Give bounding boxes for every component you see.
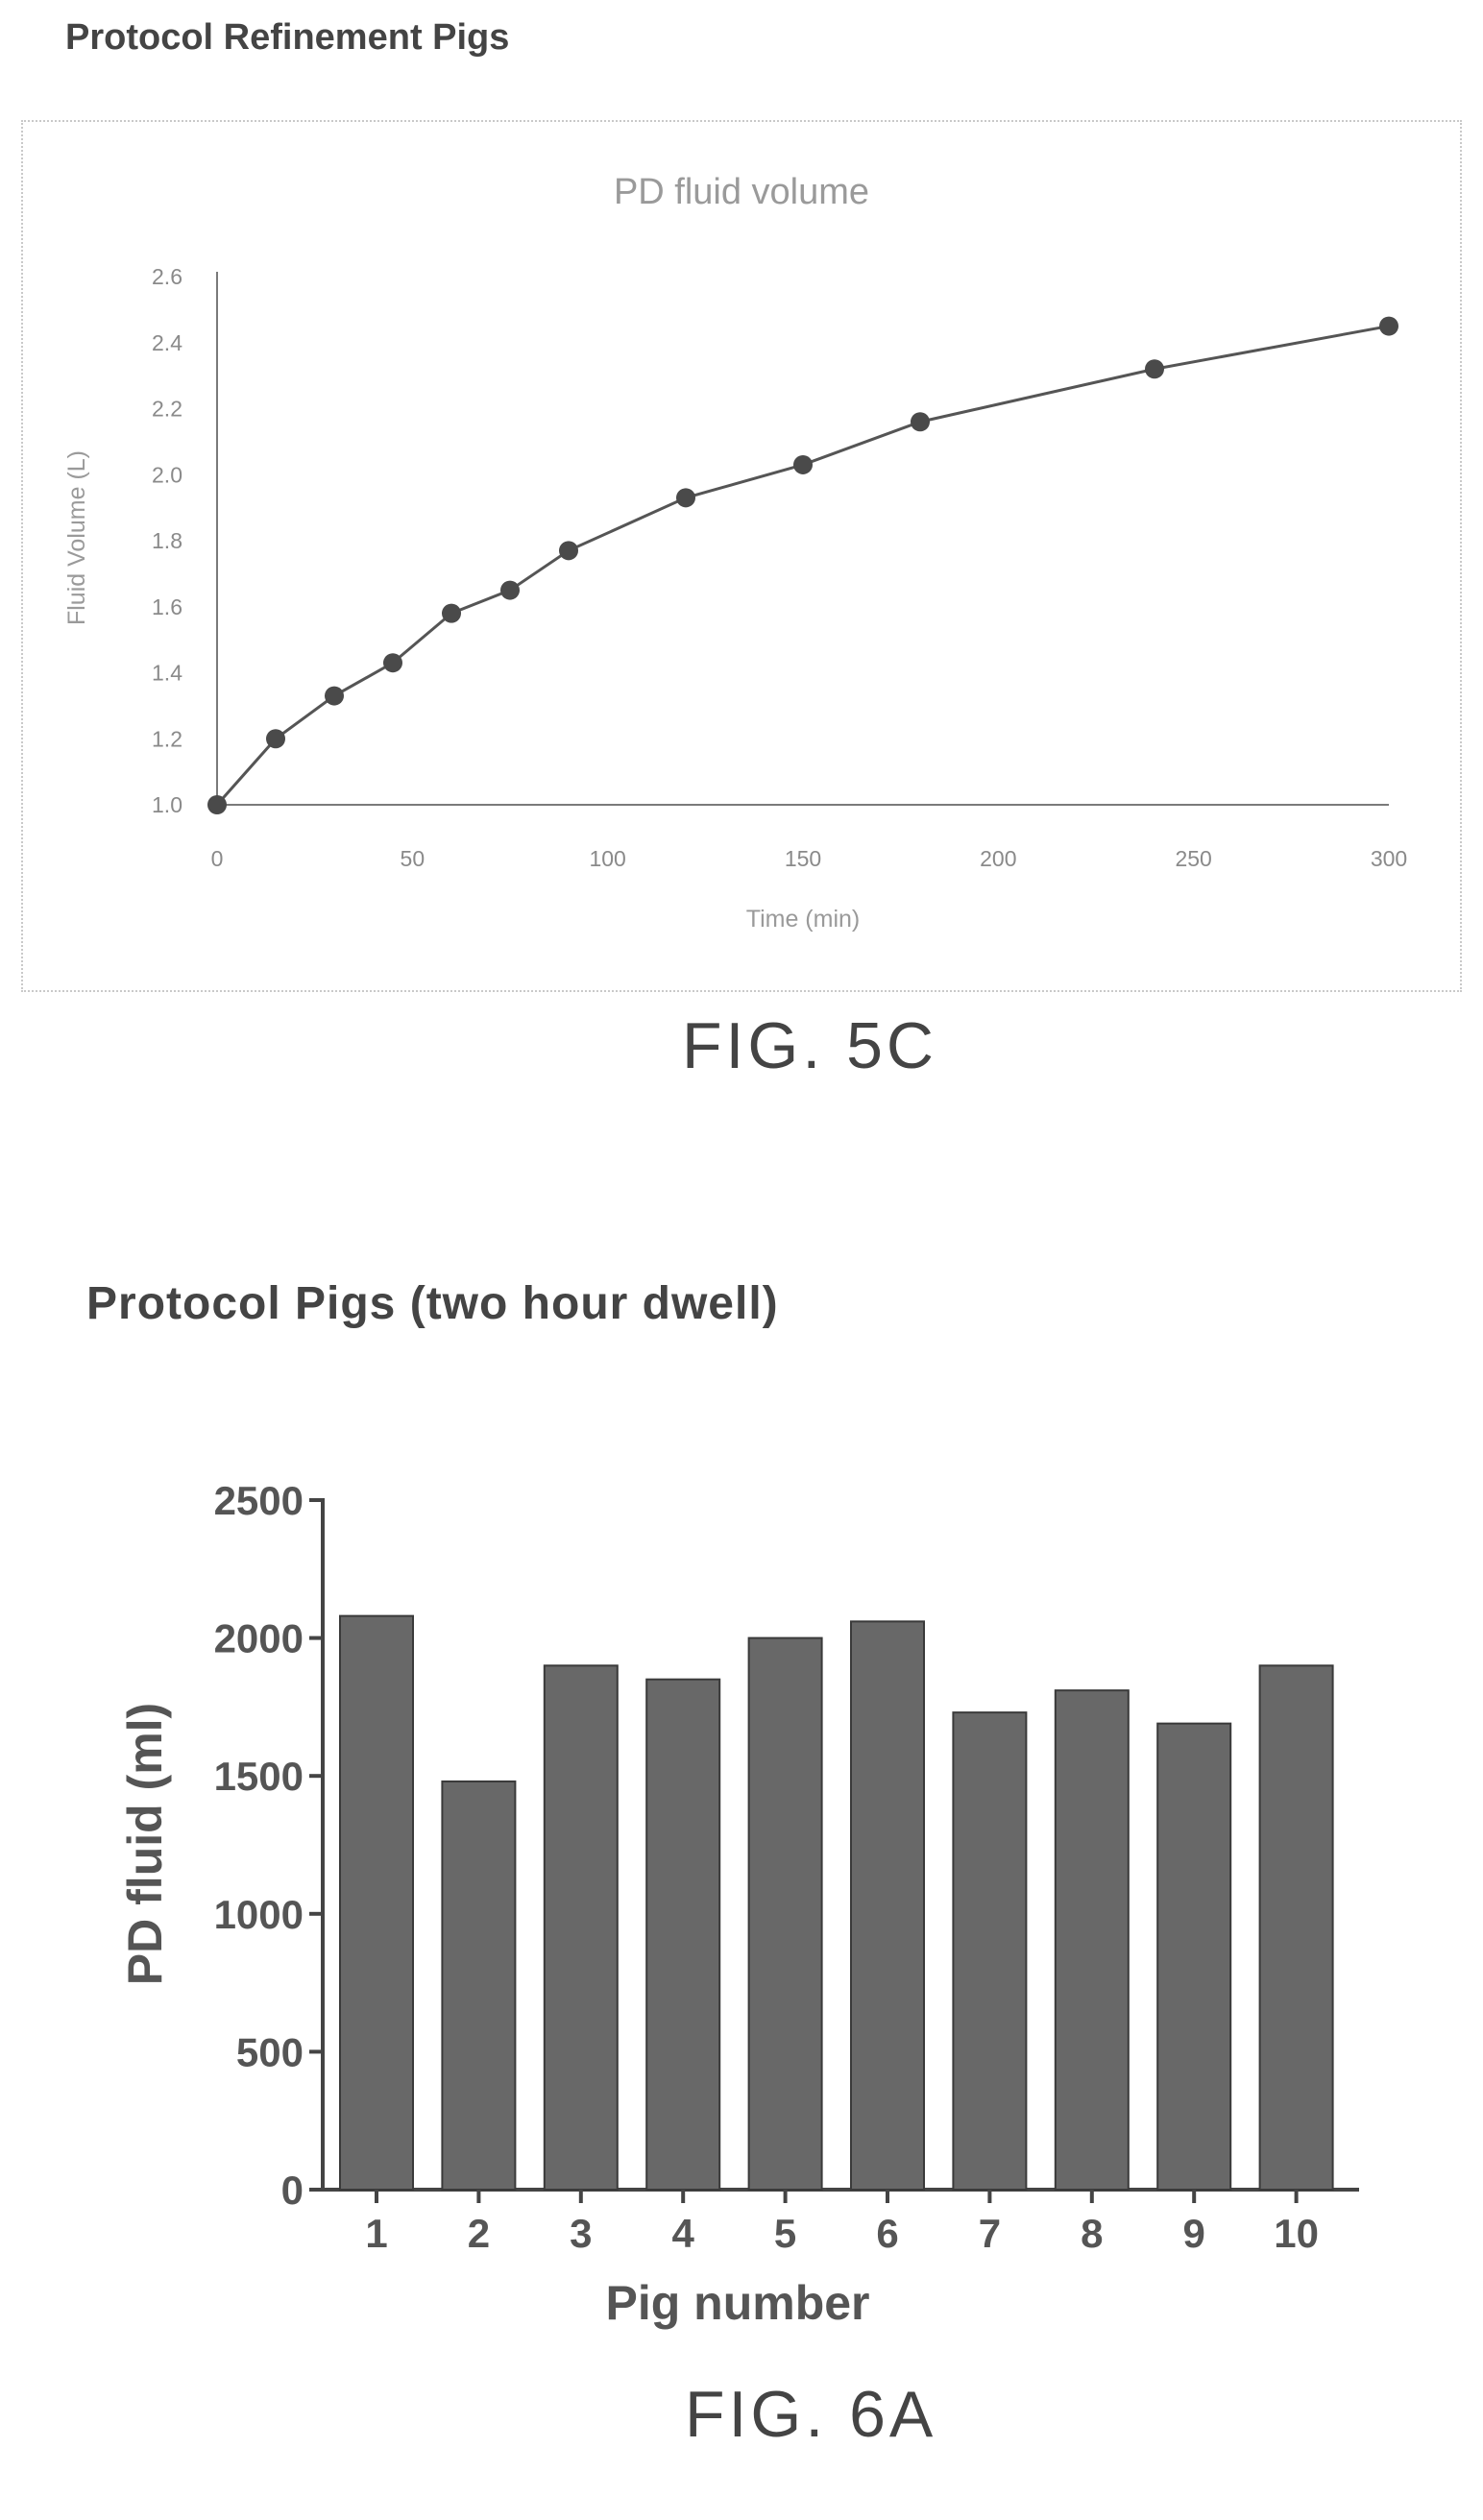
y-tick-label: 1.0 [152,792,182,817]
y-tick-labels: 1.0 1.2 1.4 1.6 1.8 2.0 2.2 2.4 2.6 [152,264,182,817]
bar [952,1711,1028,2191]
y-tick-label: 2.4 [152,330,182,355]
y-tick-label: 2500 [214,1478,304,1523]
y-tick-label: 0 [281,2168,304,2213]
y-tick-labels: 0 500 1000 1500 2000 2500 [214,1478,323,2213]
series-markers [207,316,1398,814]
y-tick-label: 2.2 [152,397,182,422]
y-tick-label: 1500 [214,1754,304,1799]
bars [339,1614,1334,2192]
data-point [911,412,930,432]
data-point [793,454,813,474]
figure-5c-label: FIG. 5C [682,1009,938,1082]
bar-chart: 0 500 1000 1500 2000 2500 1 2 3 4 5 6 7 8 9 10 Pig num… [118,1478,1359,2330]
x-tick-label: 10 [1274,2211,1319,2256]
x-tick-label: 7 [979,2211,1001,2256]
data-point [676,488,695,508]
x-tick-label: 100 [589,846,625,871]
x-tick-label: 250 [1175,846,1211,871]
x-tick-label: 2 [468,2211,490,2256]
x-tick-labels: 0 50 100 150 200 250 300 [211,846,1408,871]
x-tick-label: 300 [1371,846,1407,871]
data-point [559,541,578,561]
y-tick-label: 2.0 [152,462,182,487]
bar [1156,1722,1232,2191]
data-point [442,603,461,623]
y-axis-label: PD fluid (ml) [118,1703,172,1985]
x-tick-label: 8 [1081,2211,1103,2256]
bar [543,1664,619,2191]
y-tick-label: 2.6 [152,264,182,289]
y-tick-label: 1.6 [152,594,182,619]
x-tick-label: 4 [672,2211,695,2256]
bar [747,1636,823,2192]
x-tick-label: 6 [876,2211,898,2256]
figure-6a-label: FIG. 6A [685,2378,937,2451]
x-axis-label: Time (min) [746,906,861,933]
x-tick-label: 3 [570,2211,592,2256]
series-line [215,325,1390,806]
data-point [266,729,285,749]
y-tick-label: 1.2 [152,726,182,751]
data-point [1379,316,1398,336]
data-point [1145,359,1164,379]
bar [1258,1664,1334,2191]
line-chart-frame [21,120,1462,992]
bar [441,1780,517,2191]
y-tick-label: 1.4 [152,661,182,686]
x-tick-label: 50 [401,846,425,871]
bar [1054,1689,1130,2191]
figure-6a-heading: Protocol Pigs (two hour dwell) [86,1278,779,1329]
data-point [383,653,402,673]
x-tick-label: 9 [1183,2211,1205,2256]
x-axis-label: Pig number [605,2276,869,2330]
x-tick-label: 1 [365,2211,387,2256]
data-point [325,686,344,706]
y-tick-label: 1000 [214,1892,304,1937]
x-tick-labels: 1 2 3 4 5 6 7 8 9 10 [365,2190,1319,2256]
y-axis-label: Fluid Volume (L) [63,450,90,625]
figure-5c-heading: Protocol Refinement Pigs [65,17,510,58]
bar [339,1614,414,2191]
line-chart: PD fluid volume 1.0 1.2 1.4 1.6 1.8 2.0 2.2 2.4… [63,172,1408,933]
x-tick-label: 150 [785,846,821,871]
data-point [500,580,520,600]
chart-title: PD fluid volume [614,172,869,212]
bar [850,1620,925,2192]
x-tick-label: 5 [774,2211,796,2256]
data-point [207,795,227,814]
bar [645,1678,721,2191]
y-tick-label: 2000 [214,1616,304,1661]
x-tick-label: 0 [211,846,224,871]
x-tick-label: 200 [980,846,1016,871]
y-tick-label: 500 [236,2029,304,2074]
y-tick-label: 1.8 [152,528,182,553]
